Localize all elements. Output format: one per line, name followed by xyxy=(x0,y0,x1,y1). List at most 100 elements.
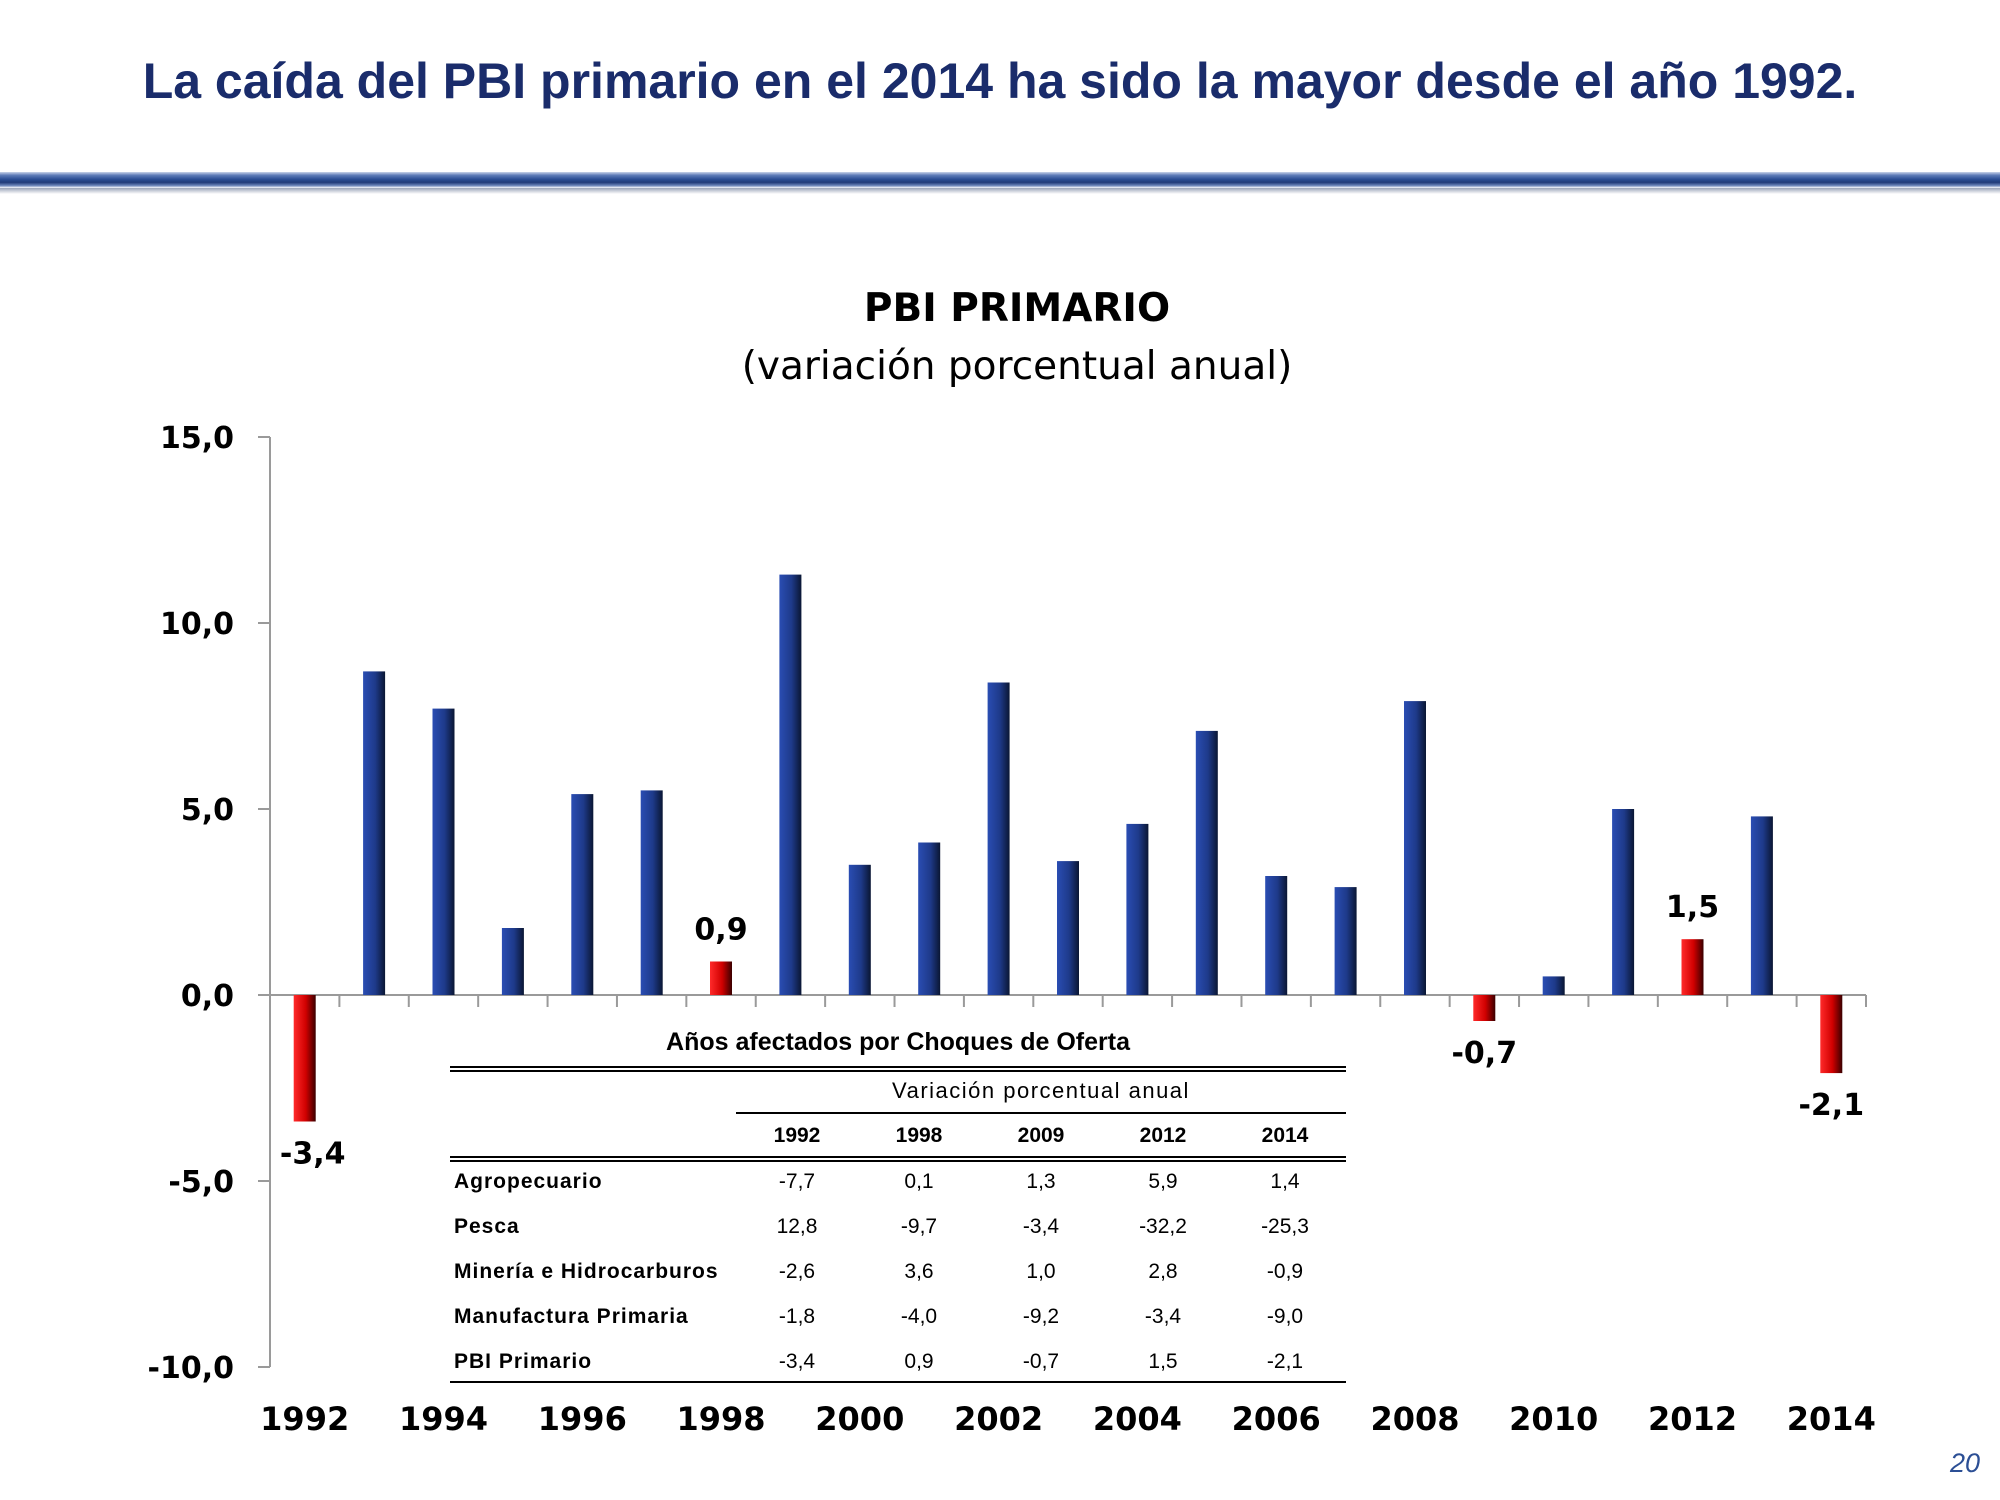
bar-2005 xyxy=(1195,730,1218,995)
table-cell: -1,8 xyxy=(778,1305,816,1328)
bar-2010 xyxy=(1542,976,1565,995)
table-year: 1992 xyxy=(773,1124,821,1147)
header-rule xyxy=(0,172,2000,188)
bar-1997 xyxy=(640,790,663,995)
page-number: 20 xyxy=(1949,1448,1980,1478)
bar-1996 xyxy=(571,794,594,995)
header-rule-shadow xyxy=(0,188,2000,194)
table-cell: 0,1 xyxy=(904,1170,934,1193)
bar-1993 xyxy=(363,671,386,995)
row-label: Manufactura Primaria xyxy=(454,1305,689,1328)
bar-1994 xyxy=(432,708,455,995)
table-year-header: 1992 1998 2009 2012 2014 xyxy=(736,1124,1346,1148)
row-label: Minería e Hidrocarburos xyxy=(454,1260,719,1283)
x-tick-label: 2002 xyxy=(954,1400,1043,1438)
x-tick-label: 2004 xyxy=(1093,1400,1182,1438)
x-tick-label: 1996 xyxy=(538,1400,627,1438)
row-label: Agropecuario xyxy=(454,1170,603,1193)
data-label-1992: -3,4 xyxy=(280,1137,346,1172)
bar-2002 xyxy=(987,682,1010,995)
bar-2014 xyxy=(1820,995,1843,1074)
table-row: PBI Primario -3,4 0,9 -0,7 1,5 -2,1 xyxy=(450,1347,1346,1377)
bar-2013 xyxy=(1750,816,1773,995)
x-tick-label: 2008 xyxy=(1370,1400,1459,1438)
table-caption: Años afectados por Choques de Oferta xyxy=(666,1028,1130,1056)
table-cell: -3,4 xyxy=(1022,1215,1060,1238)
data-label-2009: -0,7 xyxy=(1451,1036,1517,1071)
data-label-1998: 0,9 xyxy=(694,913,747,948)
table-cell: -3,4 xyxy=(1144,1305,1182,1328)
bar-1999 xyxy=(779,574,802,995)
table-cell: -9,7 xyxy=(900,1215,938,1238)
table-cell: -0,7 xyxy=(1022,1350,1060,1373)
table-cell: 1,3 xyxy=(1026,1170,1056,1193)
table-row: Manufactura Primaria -1,8 -4,0 -9,2 -3,4… xyxy=(450,1302,1346,1332)
chart-subtitle: (variación porcentual anual) xyxy=(741,344,1293,389)
x-tick-label: 1998 xyxy=(676,1400,765,1438)
row-label: Pesca xyxy=(454,1215,520,1238)
table-cell: -32,2 xyxy=(1139,1215,1187,1238)
table-header-rule xyxy=(450,1156,1346,1162)
bar-2001 xyxy=(918,842,941,995)
bar-2011 xyxy=(1612,809,1635,995)
bar-2012 xyxy=(1681,939,1704,995)
data-label-2012: 1,5 xyxy=(1666,890,1719,925)
y-tick-label: 0,0 xyxy=(181,979,234,1014)
table-cell: -7,7 xyxy=(778,1170,816,1193)
x-tick-label: 2010 xyxy=(1509,1400,1598,1438)
table-cell: -9,0 xyxy=(1266,1305,1304,1328)
table-row: Agropecuario -7,7 0,1 1,3 5,9 1,4 xyxy=(450,1167,1346,1197)
bar-2009 xyxy=(1473,995,1496,1021)
table-year: 2012 xyxy=(1139,1124,1187,1147)
y-tick-label: 10,0 xyxy=(160,607,234,642)
bar-2004 xyxy=(1126,823,1149,995)
table-cell: 1,0 xyxy=(1026,1260,1056,1283)
table-cell: 3,6 xyxy=(904,1260,934,1283)
x-tick-label: 1994 xyxy=(399,1400,488,1438)
bar-2000 xyxy=(848,864,871,995)
bar-2007 xyxy=(1334,887,1357,995)
table-year: 2009 xyxy=(1017,1124,1065,1147)
table-cell: -9,2 xyxy=(1022,1305,1060,1328)
x-tick-label: 2014 xyxy=(1787,1400,1876,1438)
table-year: 1998 xyxy=(895,1124,943,1147)
bar-1998 xyxy=(710,961,732,995)
table-cell: 1,4 xyxy=(1270,1170,1300,1193)
table-bottom-rule xyxy=(450,1381,1346,1383)
data-label-2014: -2,1 xyxy=(1798,1088,1864,1123)
bar-1992 xyxy=(293,995,316,1122)
table-cell: -3,4 xyxy=(778,1350,816,1373)
table-row: Pesca 12,8 -9,7 -3,4 -32,2 -25,3 xyxy=(450,1212,1346,1242)
table-subheader: Variación porcentual anual xyxy=(892,1078,1190,1103)
y-tick-label: -5,0 xyxy=(168,1165,234,1200)
table-cell: 1,5 xyxy=(1148,1350,1178,1373)
bar-1995 xyxy=(501,928,524,995)
table-cell: 2,8 xyxy=(1148,1260,1178,1283)
row-label: PBI Primario xyxy=(454,1350,593,1373)
y-tick-label: 5,0 xyxy=(181,793,234,828)
table-cell: -4,0 xyxy=(900,1305,938,1328)
table-subheader-rule xyxy=(736,1112,1346,1114)
bar-2006 xyxy=(1265,876,1288,995)
table-row: Minería e Hidrocarburos -2,6 3,6 1,0 2,8… xyxy=(450,1257,1346,1287)
table-cell: -2,1 xyxy=(1266,1350,1304,1373)
table-cell: 5,9 xyxy=(1148,1170,1178,1193)
y-tick-label: -10,0 xyxy=(148,1351,234,1386)
table-cell: -2,6 xyxy=(778,1260,816,1283)
table-year: 2014 xyxy=(1261,1124,1309,1147)
chart-title: PBI PRIMARIO xyxy=(863,286,1171,331)
bar-2008 xyxy=(1404,701,1426,995)
y-tick-label: 15,0 xyxy=(160,421,234,456)
x-tick-label: 2012 xyxy=(1648,1400,1737,1438)
table-cell: 0,9 xyxy=(904,1350,934,1373)
slide-headline: La caída del PBI primario en el 2014 ha … xyxy=(142,53,1858,109)
table-cell: -0,9 xyxy=(1266,1260,1304,1283)
table-top-rule xyxy=(450,1066,1346,1072)
table-cell: 12,8 xyxy=(776,1215,818,1238)
table-cell: -25,3 xyxy=(1261,1215,1309,1238)
x-tick-label: 2000 xyxy=(815,1400,904,1438)
bar-2003 xyxy=(1057,861,1079,995)
x-tick-label: 1992 xyxy=(260,1400,349,1438)
x-tick-label: 2006 xyxy=(1232,1400,1321,1438)
